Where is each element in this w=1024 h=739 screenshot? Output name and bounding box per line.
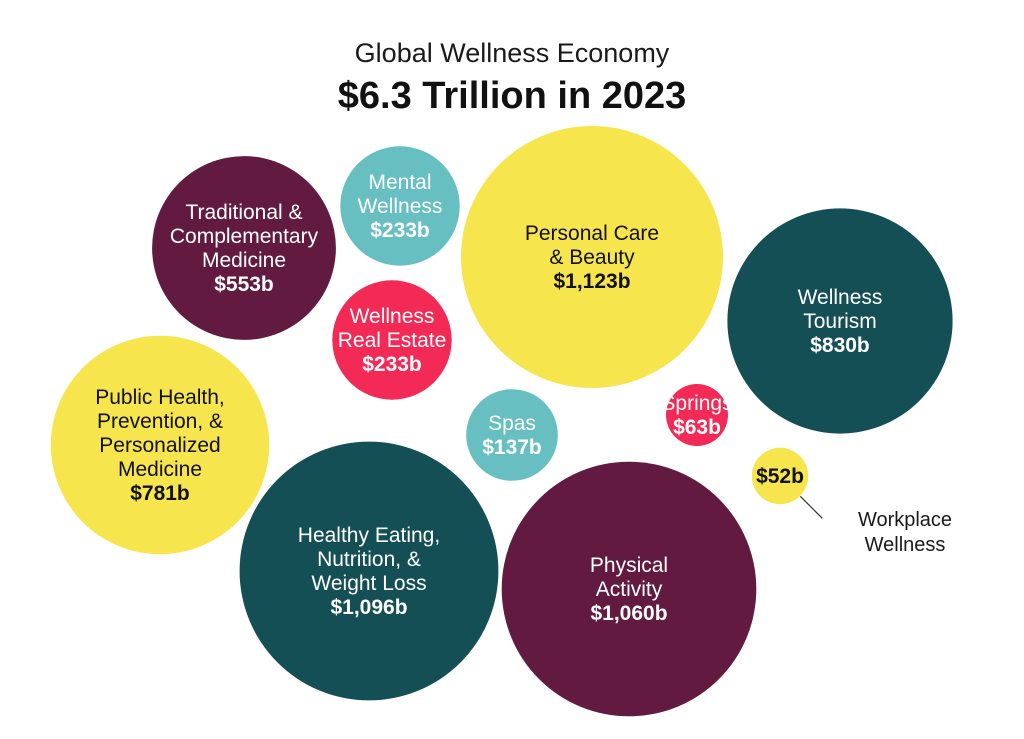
bubble-circle	[666, 384, 728, 446]
bubble-label: Spas	[488, 412, 536, 435]
bubble: Personal Care& Beauty$1,123b	[461, 126, 723, 388]
bubble-label: Complementary	[170, 225, 319, 248]
bubble-label: Personalized	[99, 434, 220, 457]
bubble-circle	[751, 447, 809, 505]
bubble-label: Medicine	[202, 249, 286, 272]
bubble-label: Wellness	[358, 195, 443, 218]
callout-label: Wellness	[865, 534, 946, 556]
bubble-value: $233b	[370, 219, 430, 242]
bubble-value: $52b	[756, 465, 804, 488]
callout-label: Workplace	[858, 509, 952, 531]
bubble-label: Personal Care	[525, 222, 659, 245]
bubble-label: Nutrition, &	[317, 548, 421, 571]
bubble-label: Real Estate	[338, 329, 447, 352]
bubble-label: Healthy Eating,	[298, 524, 440, 547]
bubble-value: $830b	[810, 334, 870, 357]
bubble-label: Public Health,	[95, 386, 225, 409]
bubble-circle	[332, 280, 452, 400]
bubble-label: Mental	[368, 171, 431, 194]
bubble-value: $781b	[130, 482, 190, 505]
bubble-label: Wellness	[798, 286, 883, 309]
bubble-label: Wellness	[350, 305, 435, 328]
bubble-circle	[501, 461, 757, 717]
bubble: $52b Workplace Wellness	[751, 447, 952, 556]
bubble-value: $1,060b	[590, 602, 667, 625]
bubble-label: Springs	[661, 392, 732, 415]
chart-title: Global Wellness Economy	[355, 38, 670, 68]
bubble-label: Medicine	[118, 458, 202, 481]
bubble: Springs$63b	[661, 384, 733, 446]
chart-subtitle: $6.3 Trillion in 2023	[338, 75, 687, 117]
bubble-value: $63b	[673, 416, 721, 439]
bubble: Healthy Eating,Nutrition, &Weight Loss$1…	[239, 441, 499, 701]
bubble-circle	[461, 126, 723, 388]
bubble: Public Health,Prevention, &PersonalizedM…	[50, 335, 270, 555]
bubble-label: Activity	[596, 578, 663, 601]
bubble-circle	[727, 208, 953, 434]
bubble-label: Tourism	[803, 310, 877, 333]
bubble-label: Traditional &	[185, 201, 302, 224]
bubble-value: $1,096b	[330, 596, 407, 619]
bubble-circle	[50, 335, 270, 555]
bubble-value: $137b	[482, 436, 542, 459]
bubble-value: $1,123b	[553, 270, 630, 293]
bubble-label: Weight Loss	[311, 572, 426, 595]
bubble-circle	[340, 146, 460, 266]
bubble-circle	[152, 156, 336, 340]
bubble-circle	[239, 441, 499, 701]
bubble-value: $553b	[214, 273, 274, 296]
bubble: Spas$137b	[466, 389, 558, 481]
bubble-value: $233b	[362, 353, 422, 376]
callout-leader-line	[799, 495, 823, 519]
bubble-circle	[466, 389, 558, 481]
bubble-label: Physical	[590, 554, 668, 577]
bubble-label: Prevention, &	[97, 410, 223, 433]
bubble-label: & Beauty	[549, 246, 635, 269]
bubbles-group: Personal Care& Beauty$1,123b Healthy Eati…	[50, 126, 953, 717]
